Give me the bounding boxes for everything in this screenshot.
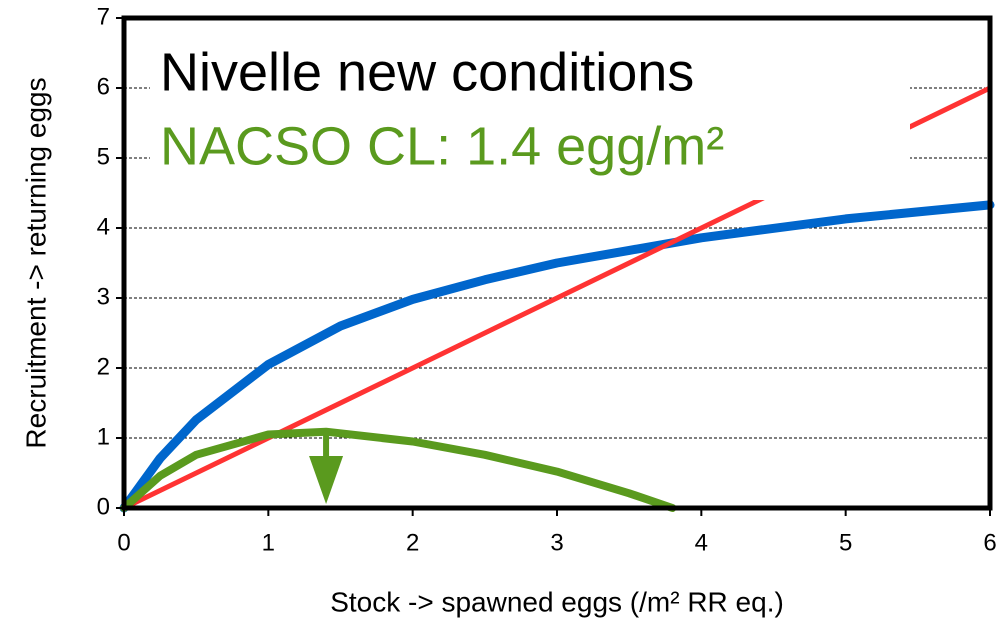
x-tick-label: 6 — [983, 529, 996, 556]
y-tick-label: 6 — [97, 73, 110, 100]
cl-arrow-head — [309, 456, 344, 504]
series-line — [120, 427, 677, 512]
x-tick-label: 3 — [550, 529, 563, 556]
x-axis-label: Stock -> spawned eggs (/m² RR eq.) — [330, 586, 784, 617]
title-box — [150, 40, 910, 200]
y-tick-label: 2 — [97, 353, 110, 380]
x-tick-label: 5 — [839, 529, 852, 556]
x-tick-label: 0 — [117, 529, 130, 556]
chart-title: Nivelle new conditions — [160, 42, 694, 102]
y-tick-label: 4 — [97, 213, 110, 240]
chart-subtitle: NACSO CL: 1.4 egg/m² — [160, 116, 724, 176]
y-tick-label: 1 — [97, 423, 110, 450]
series-line — [119, 200, 995, 513]
y-tick-label: 5 — [97, 143, 110, 170]
x-tick-label: 4 — [695, 529, 708, 556]
y-tick-label: 3 — [97, 283, 110, 310]
x-tick-label: 2 — [406, 529, 419, 556]
y-tick-label: 0 — [97, 493, 110, 520]
y-axis-label: Recruitment -> returning eggs — [20, 77, 51, 448]
x-tick-label: 1 — [262, 529, 275, 556]
y-tick-label: 7 — [97, 3, 110, 30]
